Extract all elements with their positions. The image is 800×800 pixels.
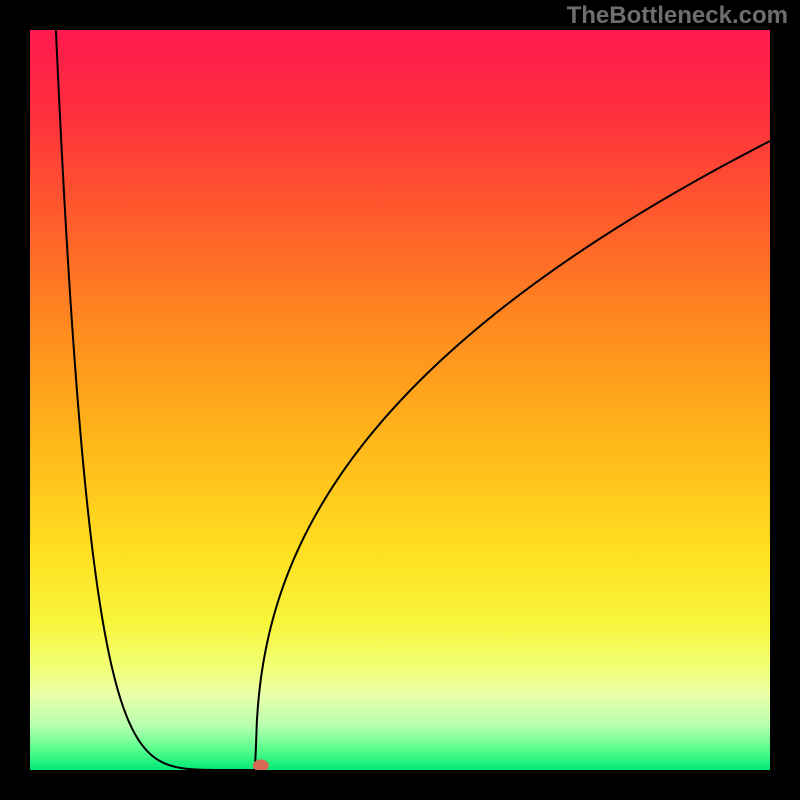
watermark-text: TheBottleneck.com	[567, 2, 788, 30]
plot-area	[30, 30, 770, 770]
chart-canvas: TheBottleneck.com	[0, 0, 800, 800]
plot-svg	[30, 30, 770, 770]
